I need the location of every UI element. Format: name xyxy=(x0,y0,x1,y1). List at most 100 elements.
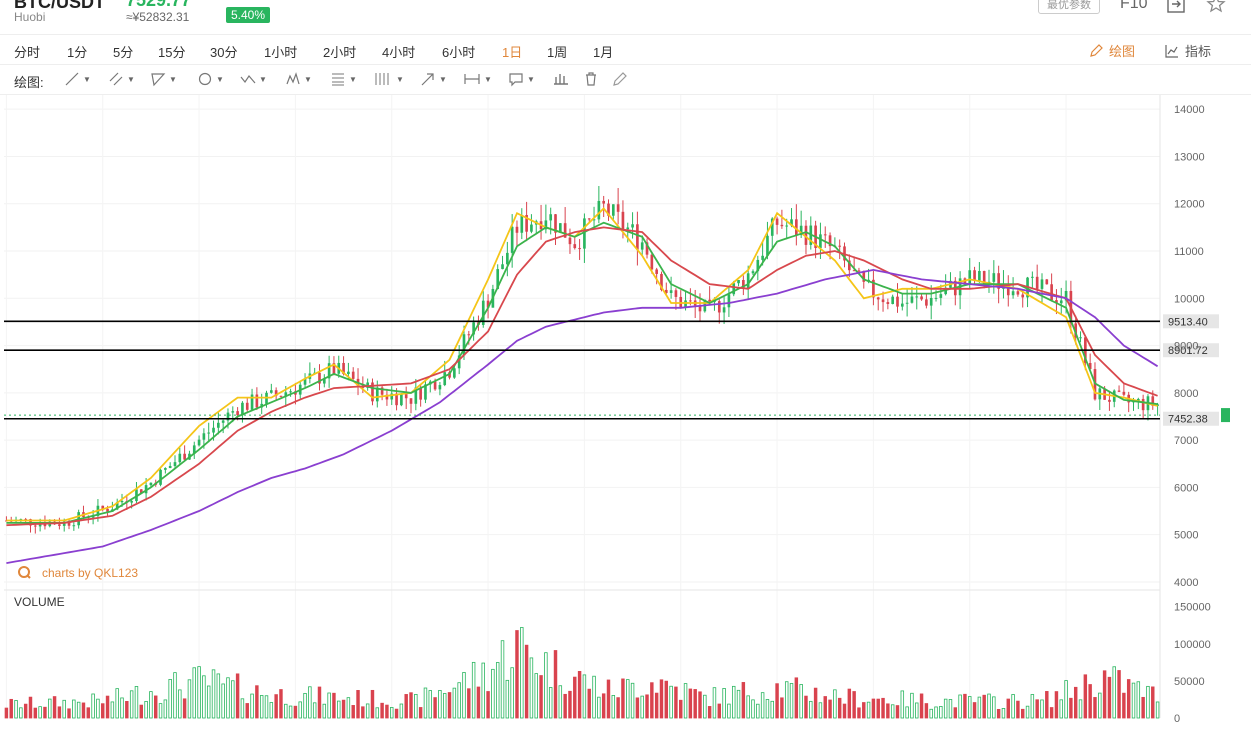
bars-tool-icon[interactable] xyxy=(553,69,569,89)
candle-body xyxy=(1064,290,1068,301)
volume-bar xyxy=(192,667,196,719)
volume-bar xyxy=(163,699,168,719)
candle-body xyxy=(944,287,947,295)
volume-bar xyxy=(934,706,938,719)
pencil-icon xyxy=(1090,43,1103,57)
volume-bar xyxy=(577,671,582,719)
draw-toggle-button[interactable]: 绘图 xyxy=(1089,41,1135,60)
fullscreen-icon[interactable] xyxy=(1166,0,1186,14)
tab-4hour[interactable]: 4小时 xyxy=(382,45,416,60)
candle-body xyxy=(231,411,235,413)
wave-tool-icon[interactable]: ▼ xyxy=(240,69,267,89)
volume-tick-label: 0 xyxy=(1174,713,1180,725)
optimal-params-button[interactable]: 最优参数 xyxy=(1038,0,1100,14)
tab-1min[interactable]: 1分 xyxy=(67,45,88,60)
candle-body xyxy=(130,501,133,503)
tab-1day[interactable]: 1日 xyxy=(502,45,523,60)
volume-bar xyxy=(62,699,66,719)
tab-5min[interactable]: 5分 xyxy=(113,45,134,60)
pen-icon[interactable] xyxy=(612,69,628,89)
candle-body xyxy=(886,302,890,304)
candle-body xyxy=(968,270,972,284)
fibonacci-tool-icon[interactable]: ▼ xyxy=(330,69,357,89)
volume-bar xyxy=(616,697,620,719)
price-tick-label: 12000 xyxy=(1174,199,1205,211)
candle-body xyxy=(568,237,572,245)
candle-body xyxy=(607,203,610,216)
volume-bar xyxy=(158,703,163,719)
last-price-marker xyxy=(1221,408,1230,423)
volume-bar xyxy=(712,687,717,719)
candle-body xyxy=(448,372,451,378)
tab-timeline[interactable]: 分时 xyxy=(14,45,41,60)
volume-bar xyxy=(495,662,500,719)
star-icon[interactable] xyxy=(1206,0,1226,14)
volume-bar xyxy=(221,683,225,719)
volume-bar xyxy=(288,705,293,719)
drawing-toolbar: 绘图: ▼ ▼ ▼ ▼ ▼ ▼ ▼ ▼ ▼ ▼ ▼ xyxy=(0,64,1251,95)
volume-bar xyxy=(775,683,779,719)
candle-body xyxy=(804,225,808,245)
candle-body xyxy=(819,234,822,248)
candle-body xyxy=(67,521,71,526)
volume-bar xyxy=(438,690,442,719)
candle-body xyxy=(409,398,413,404)
candle-body xyxy=(611,204,615,216)
candle-body xyxy=(202,433,206,440)
channel-tool-icon[interactable]: ▼ xyxy=(108,69,135,89)
candle-body xyxy=(1059,300,1063,304)
tab-1month[interactable]: 1月 xyxy=(593,45,614,60)
candle-body xyxy=(756,259,760,272)
volume-bar xyxy=(621,678,625,719)
comment-tool-icon[interactable]: ▼ xyxy=(508,69,535,89)
candle-body xyxy=(708,299,711,302)
candle-body xyxy=(780,224,784,227)
volume-bar xyxy=(770,700,774,719)
circle-tool-icon[interactable]: ▼ xyxy=(197,69,224,89)
gann-tool-icon[interactable]: ▼ xyxy=(373,69,404,89)
candle-body xyxy=(1141,398,1145,411)
tab-15min[interactable]: 15分 xyxy=(158,45,186,60)
tab-6hour[interactable]: 6小时 xyxy=(442,45,476,60)
triangle-tool-icon[interactable]: ▼ xyxy=(150,69,177,89)
volume-bar xyxy=(784,681,789,719)
volume-bar xyxy=(626,679,630,719)
tab-1week[interactable]: 1周 xyxy=(547,45,568,60)
candle-body xyxy=(221,420,225,423)
pattern-tool-icon[interactable]: ▼ xyxy=(285,69,312,89)
volume-bar xyxy=(1073,686,1078,719)
volume-bar xyxy=(187,679,192,719)
f10-button[interactable]: F10 xyxy=(1120,0,1148,12)
horizontal-levels: 9513.40 8901.72 7452.38 xyxy=(4,314,1230,426)
tab-2hour[interactable]: 2小时 xyxy=(323,45,357,60)
volume-bar xyxy=(799,684,803,719)
volume-bar xyxy=(746,695,750,719)
tab-1hour[interactable]: 1小时 xyxy=(264,45,298,60)
arrow-tool-icon[interactable]: ▼ xyxy=(420,69,447,89)
volume-tick-label: 150000 xyxy=(1174,602,1211,614)
volume-bar xyxy=(154,695,158,719)
candle-body xyxy=(732,283,736,295)
line-tool-icon[interactable]: ▼ xyxy=(64,69,91,89)
volume-bar xyxy=(1122,692,1126,719)
candle-body xyxy=(722,307,726,313)
candle-body xyxy=(929,297,933,306)
price-chart[interactable]: 9513.40 8901.72 7452.38 4000 5000 6000 7000 80… xyxy=(0,95,1251,729)
indicator-button[interactable]: 指标 xyxy=(1165,41,1211,60)
volume-label: VOLUME xyxy=(14,595,65,609)
measure-tool-icon[interactable]: ▼ xyxy=(463,69,492,89)
tab-30min[interactable]: 30分 xyxy=(210,45,238,60)
candle-body xyxy=(101,505,105,509)
volume-bar xyxy=(992,696,996,719)
volume-bar xyxy=(96,698,100,719)
candle-body xyxy=(848,260,851,271)
candle-body xyxy=(1016,291,1020,295)
candle-body xyxy=(862,270,866,282)
volume-bar xyxy=(264,695,269,719)
volume-bar xyxy=(948,699,953,719)
candle-body xyxy=(72,525,76,527)
trash-icon[interactable] xyxy=(583,69,599,89)
candle-body xyxy=(419,387,422,400)
volume-bar xyxy=(534,673,538,719)
volume-bar xyxy=(765,699,770,719)
